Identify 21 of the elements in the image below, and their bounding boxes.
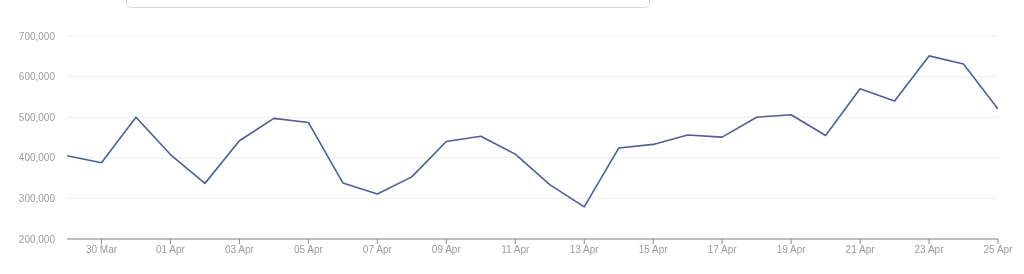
y-tick-label: 600,000 <box>18 71 56 83</box>
x-tick-label: 05 Apr <box>293 244 324 256</box>
x-tick-label: 30 Mar <box>85 244 118 256</box>
y-tick-label: 200,000 <box>18 233 56 245</box>
line-series <box>67 55 998 208</box>
x-tick-label: 21 Apr <box>845 244 876 256</box>
y-tick-label: 500,000 <box>18 111 56 123</box>
y-tick-label: 300,000 <box>18 192 56 204</box>
x-tick-label: 11 Apr <box>501 244 531 256</box>
x-tick-label: 17 Apr <box>707 244 738 256</box>
x-tick-label: 09 Apr <box>431 244 462 256</box>
x-tick-label: 25 Apr <box>983 244 1014 256</box>
y-tick-label: 700,000 <box>18 30 56 42</box>
y-tick-label: 400,000 <box>18 152 56 164</box>
x-tick-label: 19 Apr <box>776 244 807 256</box>
x-tick-label: 01 Apr <box>155 244 186 256</box>
x-tick-label: 23 Apr <box>914 244 945 256</box>
x-tick-label: 13 Apr <box>569 244 600 256</box>
x-tick-label: 07 Apr <box>362 244 393 256</box>
x-tick-label: 15 Apr <box>638 244 669 256</box>
x-tick-label: 03 Apr <box>224 244 255 256</box>
